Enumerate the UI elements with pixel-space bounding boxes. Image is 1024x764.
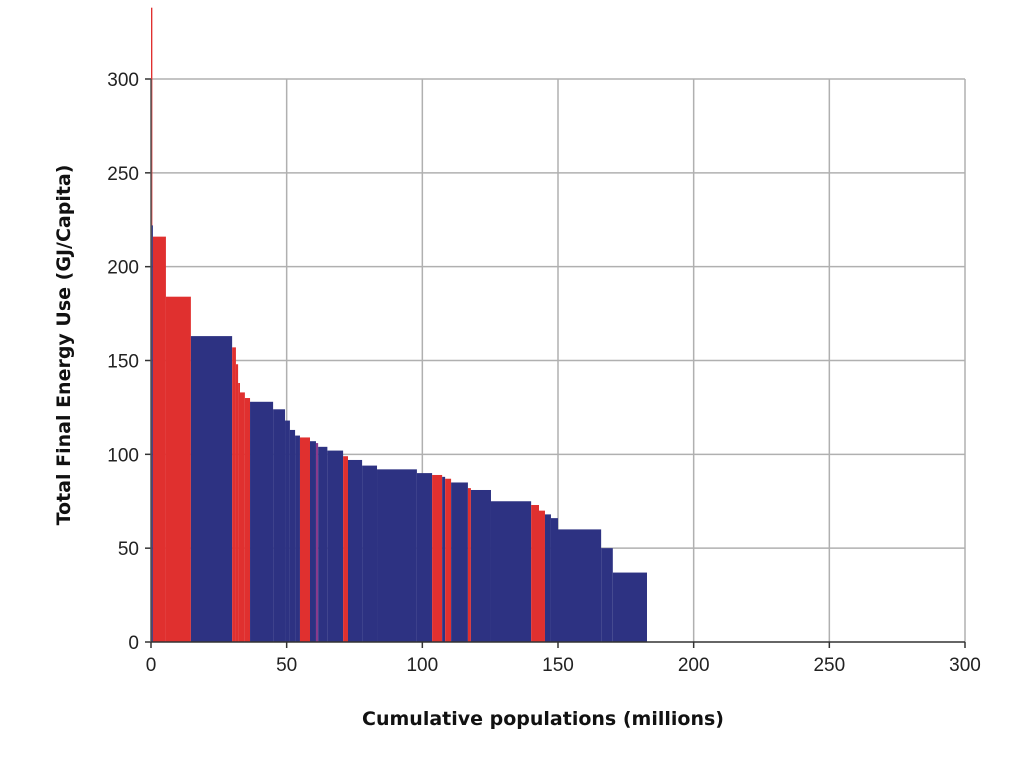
bars xyxy=(151,7,647,643)
y-tick-label: 300 xyxy=(107,70,139,91)
bar-segment xyxy=(273,409,286,642)
x-tick-label: 200 xyxy=(678,655,710,676)
x-tick-label: 150 xyxy=(542,655,574,676)
bar-segment xyxy=(451,482,468,642)
bar-segment xyxy=(531,505,540,642)
bar-segment xyxy=(190,336,233,642)
bar-segment xyxy=(442,476,446,642)
y-tick-label: 0 xyxy=(128,633,139,654)
bar-segment xyxy=(250,401,274,642)
y-tick-label: 200 xyxy=(107,258,139,279)
bar-segment xyxy=(315,443,319,642)
bar-segment xyxy=(377,469,417,642)
x-tick-label: 100 xyxy=(406,655,438,676)
bar-segment xyxy=(445,478,452,642)
x-tick-labels: 0 50 100 150 200 250 300 xyxy=(146,655,981,676)
x-tick-label: 0 xyxy=(146,655,157,676)
y-tick-label: 100 xyxy=(107,445,139,466)
bar-segment xyxy=(544,514,551,642)
x-tick-label: 250 xyxy=(813,655,845,676)
bar-segment xyxy=(299,437,311,642)
y-tick-label: 50 xyxy=(118,539,139,560)
axes xyxy=(145,78,966,648)
x-tick-label: 50 xyxy=(276,655,297,676)
bar-segment xyxy=(347,459,363,642)
bar-segment xyxy=(285,420,290,642)
bar-segment xyxy=(558,529,602,642)
bar-segment xyxy=(318,446,328,642)
bar-segment xyxy=(432,474,443,642)
bar-segment xyxy=(470,489,491,642)
bar-segment xyxy=(539,510,545,642)
bar-segment xyxy=(238,383,240,642)
bar-segment xyxy=(343,456,348,642)
bar-segment xyxy=(601,548,613,642)
bar-segment xyxy=(550,518,558,642)
bar-segment xyxy=(310,441,316,642)
bar-segment xyxy=(295,435,300,642)
y-tick-label: 150 xyxy=(107,352,139,373)
bar-segment xyxy=(490,501,532,642)
bar-segment xyxy=(152,236,166,642)
y-tick-labels: 0 50 100 150 200 250 300 xyxy=(107,70,139,654)
bar-segment xyxy=(289,429,296,642)
bar-segment xyxy=(467,488,471,642)
bar-segment xyxy=(362,465,378,642)
bar-segment xyxy=(612,572,647,642)
bar-segment xyxy=(151,225,153,642)
bar-segment xyxy=(239,392,245,642)
bar-segment xyxy=(416,473,433,642)
bar-segment xyxy=(244,398,251,642)
bar-segment xyxy=(327,450,344,642)
bar-segment xyxy=(165,296,191,642)
bar-segment xyxy=(235,364,239,642)
bar-segment xyxy=(232,347,236,642)
x-axis-title: Cumulative populations (millions) xyxy=(362,708,724,730)
x-tick-label: 300 xyxy=(949,655,981,676)
y-axis-title: Total Final Energy Use (GJ/Capita) xyxy=(53,165,75,526)
y-tick-label: 250 xyxy=(107,164,139,185)
